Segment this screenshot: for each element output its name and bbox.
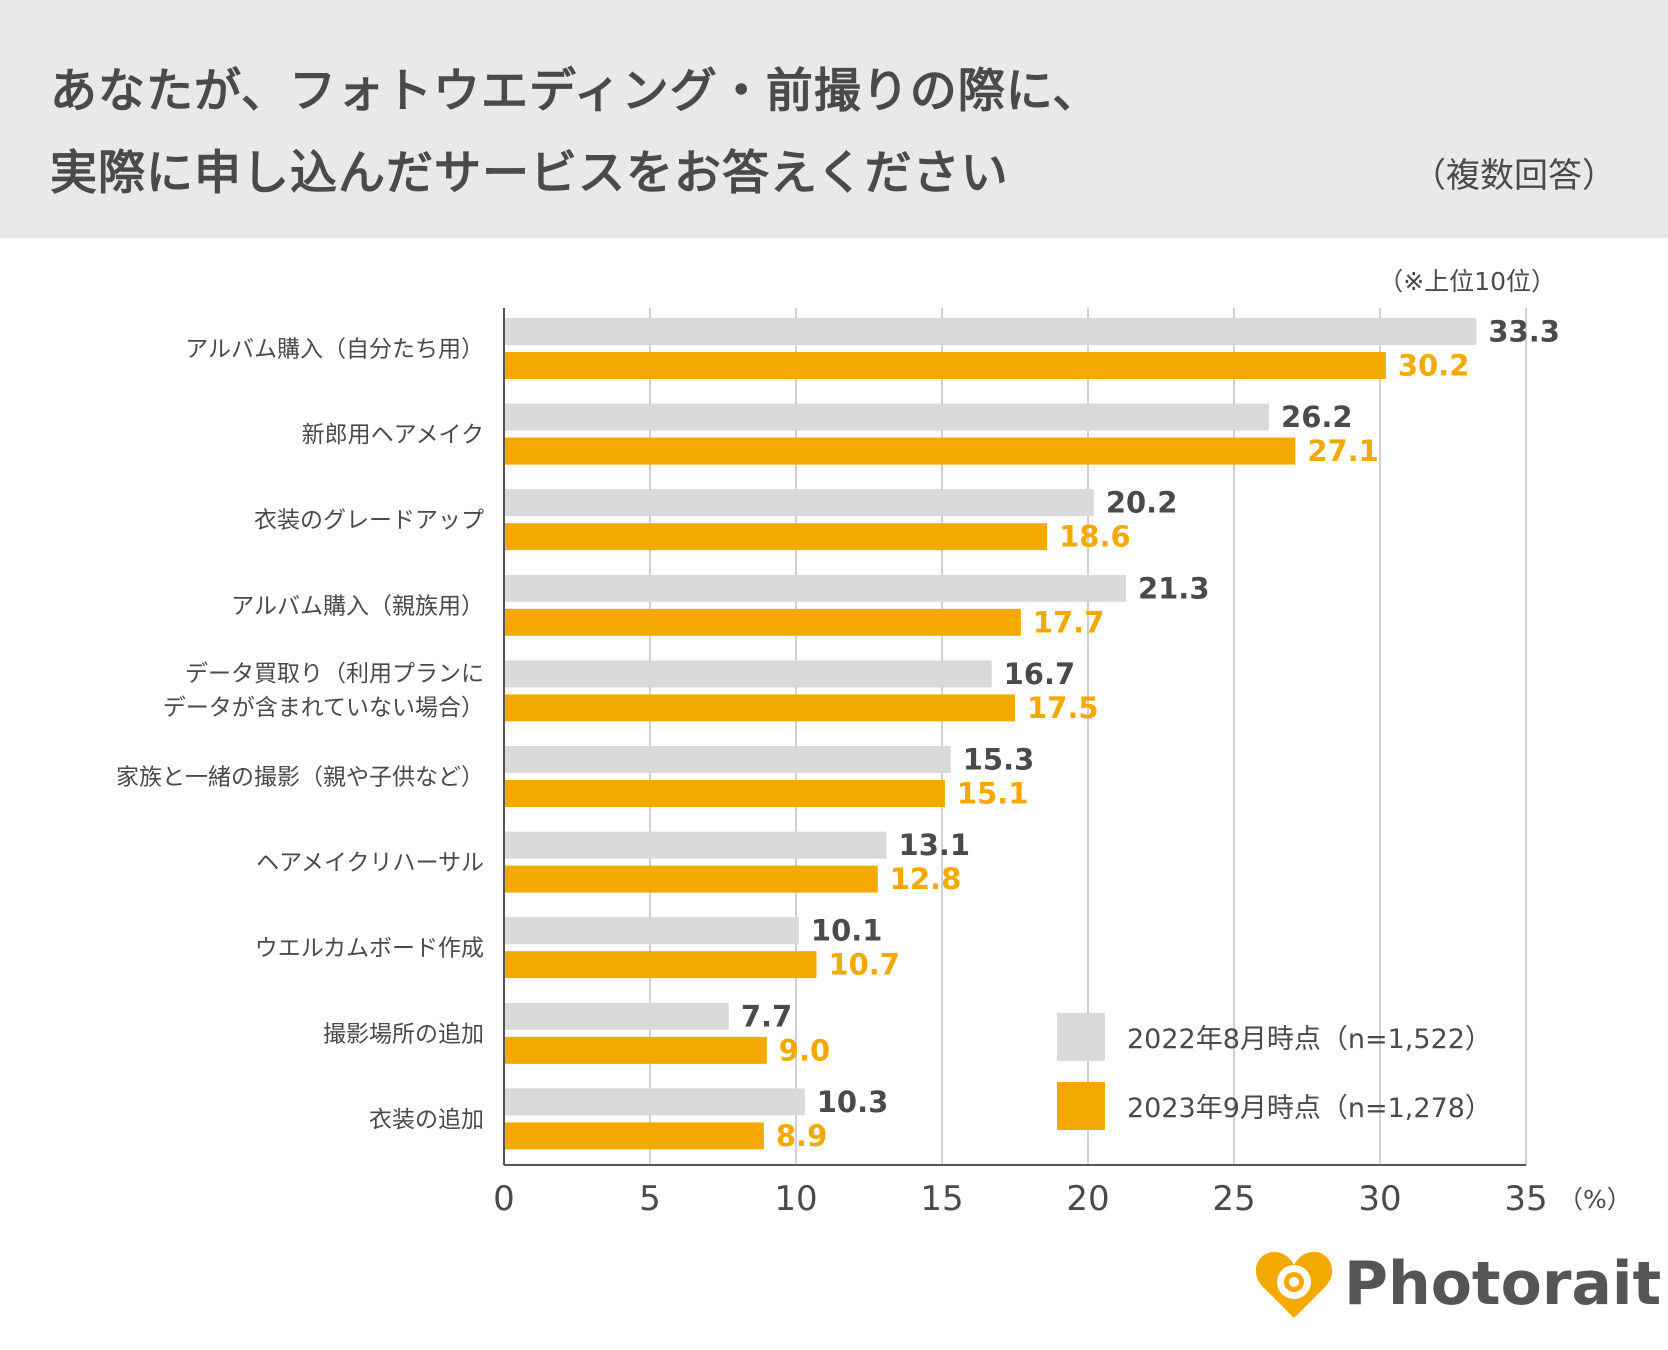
legend-label-2022: 2022年8月時点（n=1,522） — [1127, 1024, 1492, 1055]
heart-camera-icon — [1255, 1251, 1333, 1318]
bar-2023-7 — [504, 951, 817, 979]
category-label-5: 家族と一緒の撮影（親や子供など） — [116, 765, 484, 791]
value-label-2023-6: 12.8 — [890, 862, 962, 896]
bar-2023-9 — [504, 1122, 764, 1150]
x-tick-label-5: 5 — [639, 1179, 661, 1219]
value-label-2023-8: 9.0 — [779, 1033, 830, 1067]
value-label-2022-1: 26.2 — [1281, 400, 1353, 434]
value-label-2022-2: 20.2 — [1106, 486, 1178, 520]
x-unit-label: （%） — [1558, 1185, 1632, 1214]
value-label-2023-5: 15.1 — [957, 777, 1029, 811]
bar-2022-2 — [504, 489, 1094, 517]
bar-2022-8 — [504, 1002, 729, 1030]
value-label-2022-4: 16.7 — [1004, 657, 1076, 691]
value-label-2022-9: 10.3 — [817, 1085, 889, 1119]
x-tick-label-0: 0 — [493, 1179, 515, 1219]
bar-2023-3 — [504, 608, 1021, 636]
value-label-2023-4: 17.5 — [1027, 691, 1099, 725]
category-label-0: アルバム購入（自分たち用） — [185, 337, 484, 363]
category-label-2: 衣装のグレードアップ — [254, 508, 484, 534]
value-label-2023-7: 10.7 — [828, 948, 900, 982]
value-label-2022-7: 10.1 — [811, 914, 883, 948]
bar-2023-0 — [504, 352, 1386, 379]
category-label-4-line-1: データが含まれていない場合） — [163, 695, 484, 721]
category-label-7: ウエルカムボード作成 — [255, 936, 484, 962]
bar-2023-1 — [504, 437, 1296, 465]
bar-2022-1 — [504, 403, 1270, 431]
x-tick-label-25: 25 — [1212, 1179, 1255, 1219]
bar-2023-8 — [504, 1036, 767, 1064]
category-label-3: アルバム購入（親族用） — [231, 593, 484, 619]
legend-swatch-2023 — [1057, 1082, 1105, 1130]
value-label-2022-0: 33.3 — [1488, 315, 1560, 349]
bar-2022-6 — [504, 831, 887, 859]
category-label-6: ヘアメイクリハーサル — [256, 850, 484, 876]
value-label-2023-1: 27.1 — [1307, 434, 1379, 468]
x-tick-label-10: 10 — [774, 1179, 817, 1219]
bar-2022-7 — [504, 917, 799, 945]
title-line-2: 実際に申し込んだサービスをお答えください — [50, 146, 1009, 201]
header-banner: あなたが、フォトウエディング・前撮りの際に、 実際に申し込んだサービスをお答えく… — [0, 0, 1668, 238]
x-tick-label-20: 20 — [1066, 1179, 1109, 1219]
value-label-2022-6: 13.1 — [899, 828, 971, 862]
category-label-8: 撮影場所の追加 — [323, 1021, 484, 1047]
legend-label-2023: 2023年9月時点（n=1,278） — [1127, 1093, 1492, 1124]
bar-2022-9 — [504, 1088, 805, 1116]
value-label-2023-3: 17.7 — [1033, 605, 1105, 639]
bar-2023-4 — [504, 694, 1015, 722]
category-label-9: 衣装の追加 — [369, 1107, 484, 1133]
logo-text: Photorait — [1344, 1249, 1662, 1319]
category-label-1: 新郎用ヘアメイク — [302, 422, 484, 448]
subtitle: （複数回答） — [1412, 156, 1616, 196]
x-tick-label-30: 30 — [1358, 1179, 1401, 1219]
legend-swatch-2022 — [1057, 1013, 1105, 1061]
bar-2023-5 — [504, 780, 945, 807]
value-label-2022-8: 7.7 — [741, 999, 792, 1033]
bar-2023-2 — [504, 523, 1048, 551]
value-label-2022-3: 21.3 — [1138, 571, 1210, 605]
value-label-2023-9: 8.9 — [776, 1119, 827, 1153]
x-tick-label-15: 15 — [920, 1179, 963, 1219]
x-tick-label-35: 35 — [1504, 1179, 1547, 1219]
bar-2022-3 — [504, 574, 1126, 602]
bar-2023-6 — [504, 865, 878, 893]
value-label-2022-5: 15.3 — [963, 743, 1035, 777]
bar-2022-0 — [504, 318, 1477, 345]
bar-2022-4 — [504, 660, 992, 688]
title-line-1: あなたが、フォトウエディング・前撮りの際に、 — [50, 64, 1101, 119]
value-label-2023-0: 30.2 — [1398, 349, 1470, 383]
bar-2022-5 — [504, 746, 951, 773]
value-label-2023-2: 18.6 — [1059, 520, 1131, 554]
brand-logo: Photorait — [1254, 1248, 1661, 1320]
top10-note: （※上位10位） — [1378, 267, 1556, 296]
category-label-4-line-0: データ買取り（利用プランに — [185, 661, 484, 687]
